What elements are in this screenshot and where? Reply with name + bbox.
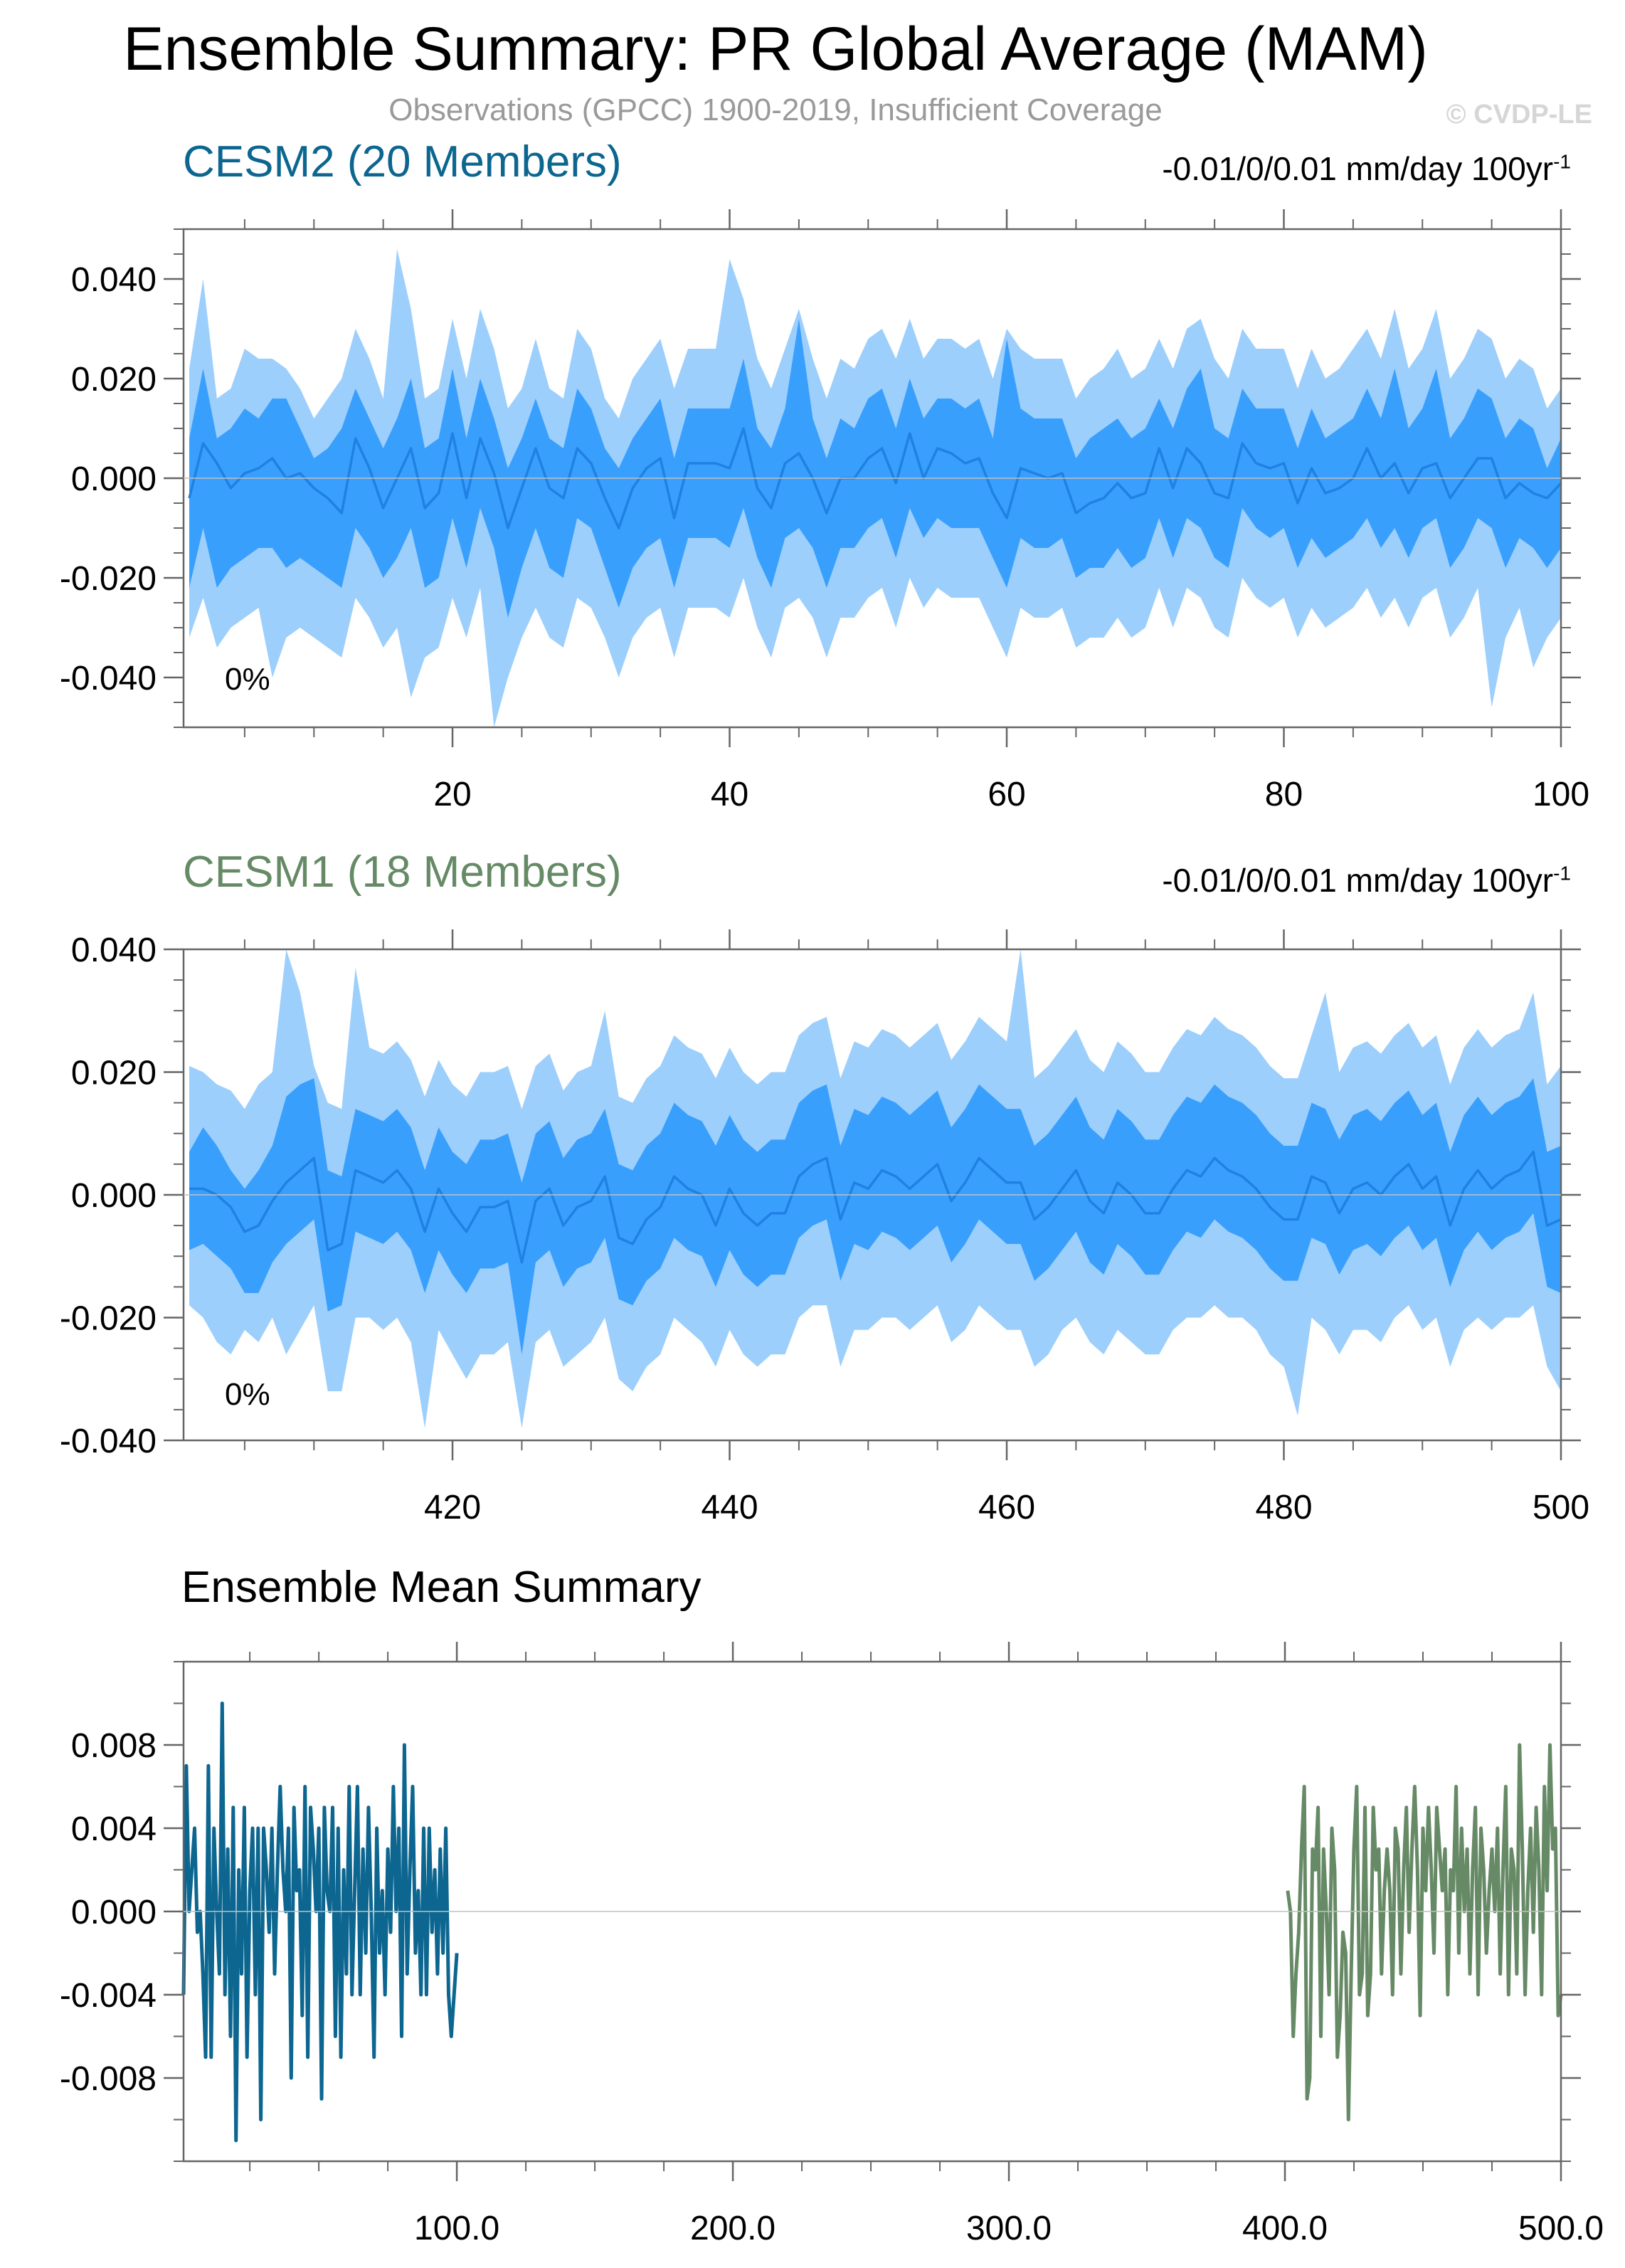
panel2-x-tick-label: 460 bbox=[978, 1489, 1035, 1526]
panel1-title: CESM2 (20 Members) bbox=[183, 137, 622, 186]
panel2-median-line bbox=[189, 1150, 1562, 1264]
panel2-trend-exponent: -1 bbox=[1553, 862, 1571, 885]
panel1-y-tick-label: -0.020 bbox=[60, 560, 157, 598]
observations-subtitle: Observations (GPCC) 1900-2019, Insuffici… bbox=[388, 93, 1163, 127]
panel3-title: Ensemble Mean Summary bbox=[181, 1563, 702, 1612]
panel1-x-tick-label: 100 bbox=[1533, 776, 1589, 813]
panel1-x-tick-label: 40 bbox=[711, 776, 748, 813]
panel1-x-tick-label: 20 bbox=[433, 776, 471, 813]
panel2-y-tick-label: -0.020 bbox=[60, 1300, 157, 1338]
panel3-x-tick-label: 200.0 bbox=[690, 2210, 776, 2247]
panel2-inner-range-band bbox=[189, 1078, 1561, 1355]
panel2-x-tick-label: 440 bbox=[701, 1489, 758, 1526]
panel3-y-tick-label: 0.008 bbox=[71, 1727, 157, 1765]
panel3-x-tick-label: 100.0 bbox=[414, 2210, 499, 2247]
panel1-y-tick-label: 0.020 bbox=[71, 361, 157, 399]
panel2-trend-label: -0.01/0/0.01 mm/day 100yr-1 bbox=[1162, 861, 1571, 900]
panel1-y-tick-label: -0.040 bbox=[60, 660, 157, 697]
cesm1-ensemble-mean-line bbox=[1286, 1743, 1563, 2121]
panel2-y-tick-label: 0.000 bbox=[71, 1177, 157, 1215]
panel3-x-tick-label: 300.0 bbox=[966, 2210, 1052, 2247]
panel2-trend-text: -0.01/0/0.01 mm/day 100yr bbox=[1162, 862, 1554, 899]
panel1-y-tick-label: 0.040 bbox=[71, 261, 157, 299]
panel1-inner-range-band bbox=[189, 319, 1561, 618]
cesm2-ensemble-mean-line bbox=[181, 1702, 459, 2143]
panel1-y-tick-label: 0.000 bbox=[71, 460, 157, 498]
panel1-x-tick-label: 80 bbox=[1265, 776, 1303, 813]
panel3-x-tick-label: 400.0 bbox=[1242, 2210, 1328, 2247]
panel1-percent-label: 0% bbox=[225, 662, 270, 697]
panel3-y-tick-label: -0.008 bbox=[60, 2060, 157, 2098]
page-title: Ensemble Summary: PR Global Average (MAM… bbox=[123, 15, 1428, 83]
panel2-title: CESM1 (18 Members) bbox=[183, 848, 622, 897]
panel2-x-tick-label: 420 bbox=[424, 1489, 481, 1526]
copyright-label: © CVDP-LE bbox=[1446, 100, 1592, 130]
panel1-trend-label: -0.01/0/0.01 mm/day 100yr-1 bbox=[1162, 149, 1571, 188]
panel2-y-tick-label: 0.040 bbox=[71, 932, 157, 969]
panel2-y-tick-label: -0.040 bbox=[60, 1423, 157, 1460]
panel1-trend-text: -0.01/0/0.01 mm/day 100yr bbox=[1162, 150, 1554, 187]
panel3-y-tick-label: -0.004 bbox=[60, 1977, 157, 2015]
panel2-x-tick-label: 500 bbox=[1533, 1489, 1589, 1526]
panel2-y-tick-label: 0.020 bbox=[71, 1055, 157, 1092]
panel3-y-tick-label: 0.000 bbox=[71, 1894, 157, 1931]
panel2-x-tick-label: 480 bbox=[1255, 1489, 1312, 1526]
panel3-x-tick-label: 500.0 bbox=[1518, 2210, 1604, 2247]
panel1-trend-exponent: -1 bbox=[1553, 150, 1571, 173]
panel2-percent-label: 0% bbox=[225, 1377, 270, 1412]
panel3-y-tick-label: 0.004 bbox=[71, 1810, 157, 1848]
panel1-x-tick-label: 60 bbox=[988, 776, 1025, 813]
